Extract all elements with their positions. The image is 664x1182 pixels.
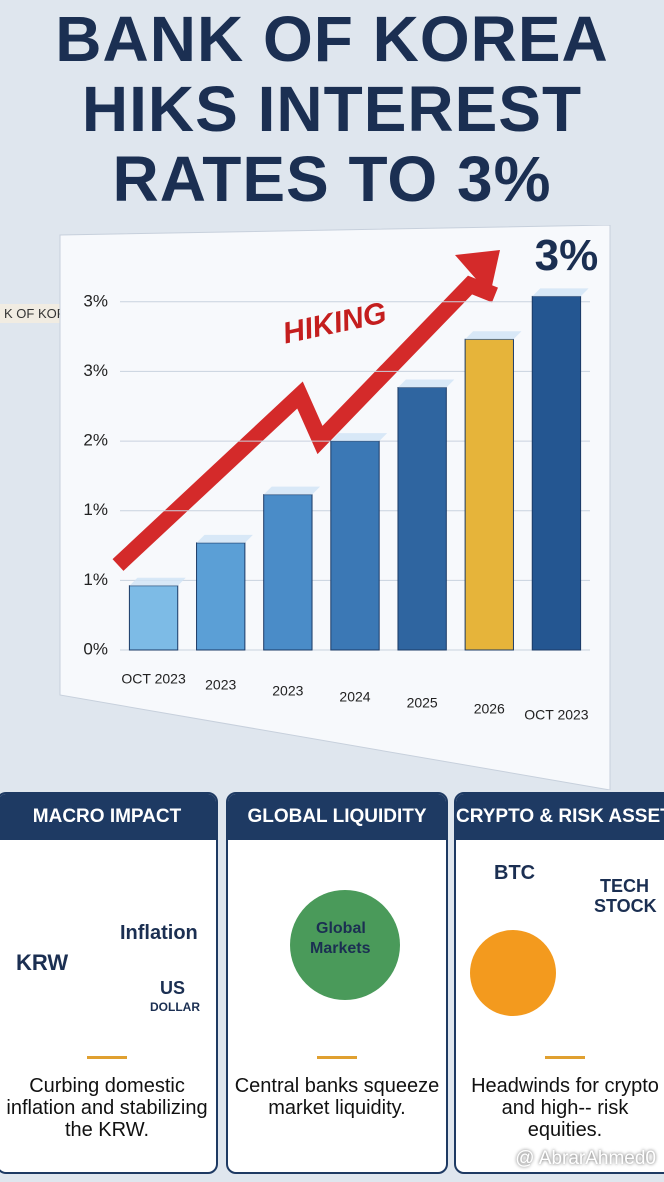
illustration-label: Markets (310, 940, 371, 957)
x-tick-label: 2025 (407, 695, 438, 711)
title-line: HIKS INTEREST (81, 73, 583, 145)
x-tick-label: 2023 (272, 683, 303, 699)
card-title: MACRO IMPACT (0, 794, 216, 840)
bar-top (397, 379, 455, 388)
illustration-label: TECH (600, 876, 649, 896)
y-tick-label: 3% (83, 361, 108, 380)
y-tick-label: 1% (83, 570, 108, 589)
illustration-label: Inflation (120, 922, 198, 944)
card-title: GLOBAL LIQUIDITY (228, 794, 446, 840)
title-line: BANK OF KOREA (55, 3, 609, 75)
illustration-label: Global (316, 920, 366, 937)
title: BANK OF KOREA HIKS INTEREST RATES TO 3% (0, 4, 664, 214)
bar (263, 494, 313, 651)
bar-top (129, 577, 186, 586)
bar (397, 387, 447, 651)
bar-top (196, 534, 253, 543)
illustration-label: US (160, 978, 186, 998)
x-tick-label: 2026 (474, 701, 505, 717)
watermark: @ AbrarAhmed0 (515, 1148, 656, 1169)
bar-top (330, 433, 388, 442)
x-tick-label: 2024 (339, 689, 370, 705)
card: MACRO IMPACT KRW Inflation US DOLLAR Cur… (0, 792, 218, 1174)
x-tick-label: OCT 2023 (524, 707, 589, 723)
illustration-label: KRW (16, 950, 69, 975)
x-tick-label: 2023 (205, 677, 236, 693)
bar-top (465, 331, 522, 340)
trend-arrow (112, 275, 498, 571)
title-line: RATES TO 3% (112, 143, 552, 215)
bar-top (532, 288, 589, 297)
illustration: KRW Inflation US DOLLAR (0, 840, 216, 1050)
bar (196, 542, 246, 651)
globe (290, 890, 400, 1000)
card: GLOBAL LIQUIDITY Global Markets Central … (226, 792, 448, 1174)
x-tick-label: OCT 2023 (121, 671, 186, 687)
card-text: Headwinds for crypto and high-- risk equ… (471, 1075, 659, 1141)
bar (128, 585, 179, 651)
divider (87, 1056, 127, 1059)
chart: HIKING 0%1%1%2%3%3%OCT 2023 2023 2023 2024 2… (59, 225, 611, 790)
y-tick-label: 3% (83, 291, 108, 310)
arrow-head (455, 250, 500, 295)
illustration-label: DOLLAR (150, 1000, 200, 1014)
y-tick-label: 1% (83, 500, 108, 519)
btc-coin (470, 930, 556, 1016)
illustration-label: BTC (494, 862, 536, 884)
divider (317, 1056, 357, 1059)
bar-top (263, 486, 321, 495)
card: CRYPTO & RISK ASSETS BTC TECH STOCK Head… (454, 792, 664, 1174)
y-tick-label: 0% (83, 639, 108, 658)
card-text: Central banks squeeze market liquidity. (234, 1075, 440, 1119)
card-text: Curbing domestic inflation and stabilizi… (6, 1075, 208, 1141)
bar (531, 295, 582, 651)
background-sign: K OF KORE (0, 304, 79, 323)
illustration: BTC TECH STOCK (456, 840, 664, 1050)
illustration-label: STOCK (594, 896, 657, 916)
value-label: 3% (535, 231, 599, 280)
divider (545, 1056, 585, 1059)
y-tick-label: 2% (83, 431, 108, 450)
illustration: Global Markets (228, 840, 446, 1050)
bar (330, 440, 380, 651)
card-title: CRYPTO & RISK ASSETS (456, 794, 664, 840)
bar (464, 338, 514, 651)
